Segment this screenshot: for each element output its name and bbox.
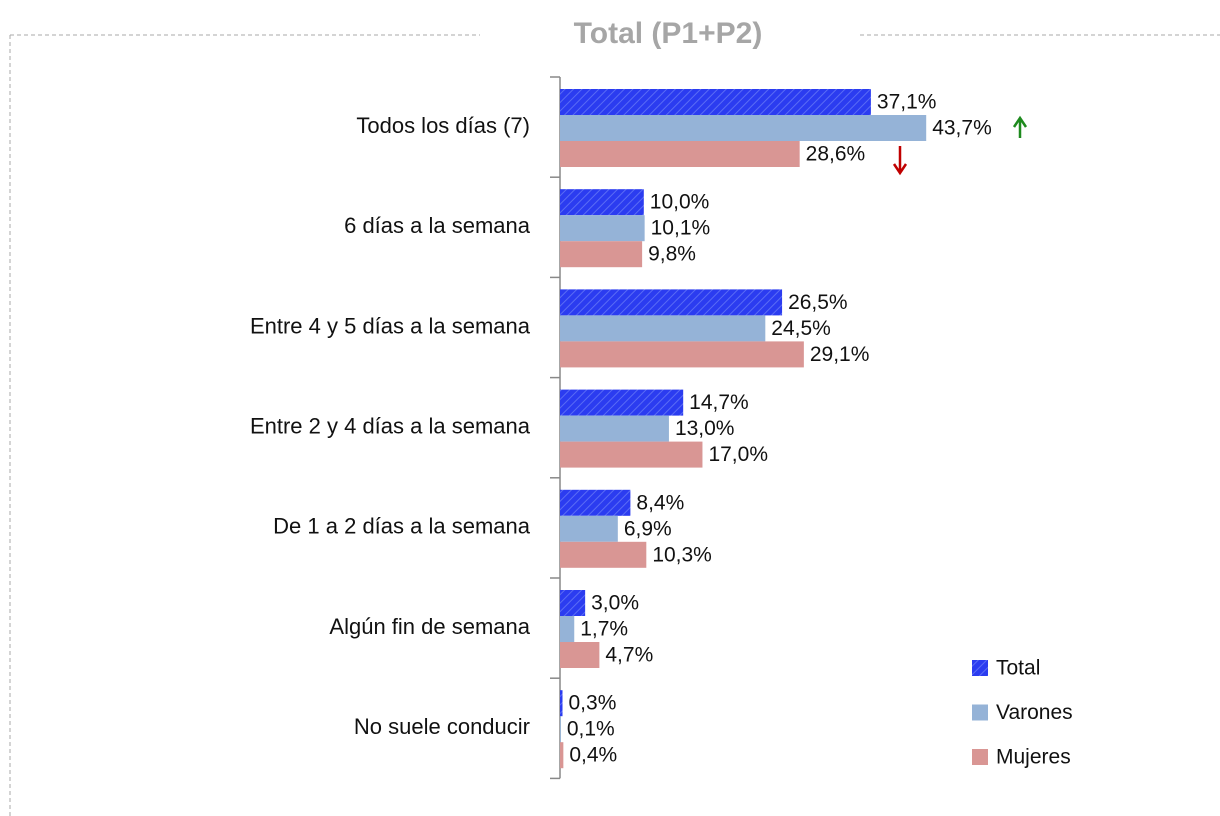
y-tick-label: 6 días a la semana	[344, 213, 531, 238]
value-label: 10,1%	[651, 217, 711, 240]
bar	[560, 289, 783, 316]
y-tick-label: No suele conducir	[354, 714, 530, 739]
value-label: 13,0%	[675, 417, 735, 440]
bar	[560, 642, 600, 668]
bar	[560, 489, 631, 516]
bar	[560, 742, 564, 769]
value-label: 1,7%	[580, 618, 628, 641]
bar	[560, 215, 645, 242]
value-label: 43,7%	[932, 117, 992, 140]
bar	[560, 389, 684, 416]
value-label: 29,1%	[810, 343, 870, 366]
down-arrow	[892, 146, 908, 176]
y-tick-label: Algún fin de semana	[329, 614, 530, 639]
value-label: 14,7%	[689, 391, 749, 414]
bar	[560, 89, 871, 115]
bar	[560, 189, 644, 216]
value-label: 0,3%	[569, 692, 617, 715]
bar	[560, 415, 669, 442]
value-label: 24,5%	[771, 317, 831, 340]
legend-swatch	[972, 749, 988, 765]
bar	[560, 541, 647, 568]
bar	[560, 716, 561, 743]
chart-title: Total (P1+P2)	[574, 17, 763, 50]
value-label: 8,4%	[636, 491, 684, 514]
value-label: 37,1%	[877, 91, 937, 114]
bar	[560, 515, 618, 542]
y-tick-label: De 1 a 2 días a la semana	[273, 514, 531, 539]
y-tick-label: Entre 4 y 5 días a la semana	[250, 313, 531, 338]
value-label: 6,9%	[624, 517, 672, 540]
legend-swatch	[972, 704, 988, 721]
y-tick-label: Todos los días (7)	[356, 113, 530, 138]
bar	[560, 341, 804, 368]
y-tick-label: Entre 2 y 4 días a la semana	[250, 414, 531, 439]
bar	[560, 590, 586, 616]
bar	[560, 690, 563, 717]
value-label: 26,5%	[788, 291, 848, 314]
value-label: 3,0%	[591, 592, 639, 615]
bar	[560, 616, 575, 642]
value-label: 17,0%	[708, 443, 768, 466]
value-label: 10,0%	[650, 191, 710, 214]
bar	[560, 441, 703, 468]
value-label: 10,3%	[652, 543, 712, 566]
bar	[560, 241, 643, 268]
value-label: 0,1%	[567, 718, 615, 741]
bar	[560, 315, 766, 342]
bar	[560, 115, 927, 141]
value-label: 28,6%	[806, 143, 866, 166]
legend-label: Mujeres	[996, 746, 1071, 769]
up-arrow	[1012, 115, 1028, 138]
bar	[560, 141, 800, 167]
value-label: 4,7%	[605, 644, 653, 667]
legend-label: Varones	[996, 701, 1073, 724]
legend-swatch	[972, 660, 988, 676]
value-label: 9,8%	[648, 243, 696, 266]
value-label: 0,4%	[569, 744, 617, 767]
legend-label: Total	[996, 657, 1040, 680]
